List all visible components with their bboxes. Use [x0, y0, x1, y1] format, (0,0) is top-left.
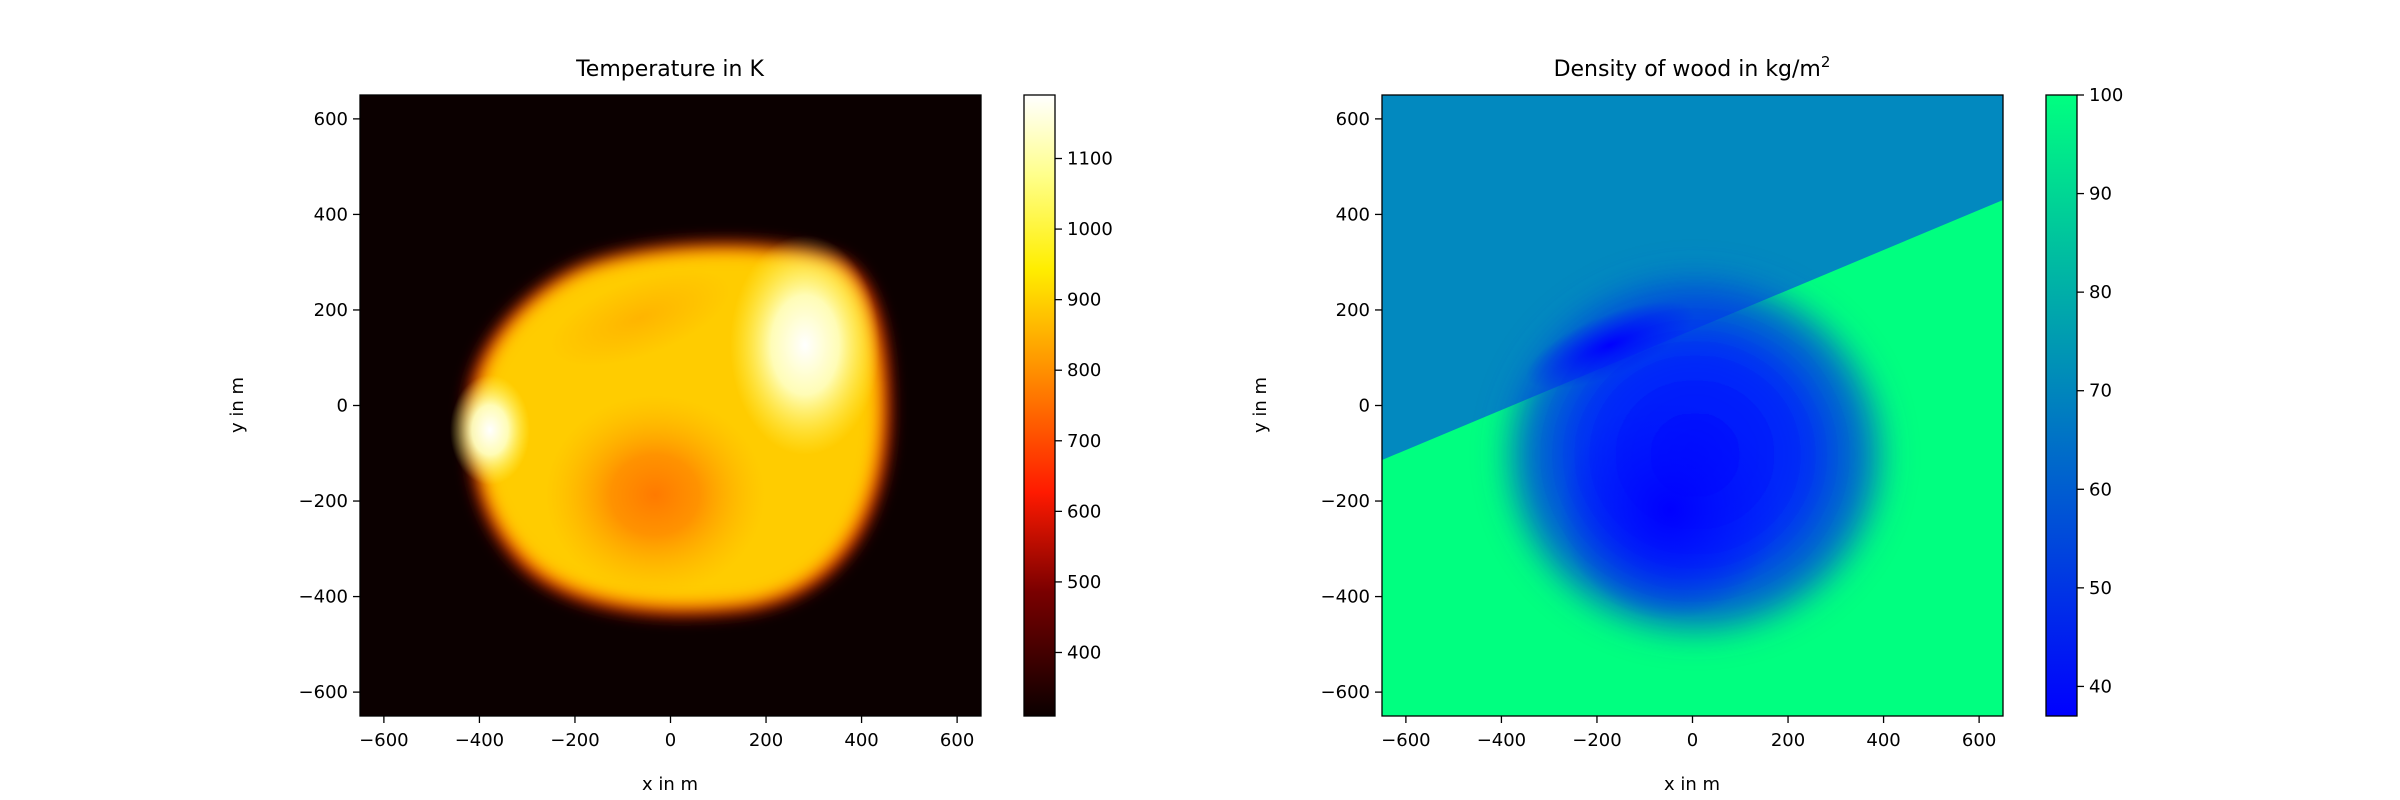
x-tick-label: −600	[1381, 730, 1430, 751]
colorbar-tick-label: 500	[1067, 572, 1101, 593]
x-tick-label: 0	[1687, 730, 1698, 751]
colorbar-tick-label: 50	[2089, 578, 2112, 599]
colorbar-tick-label: 60	[2089, 479, 2112, 500]
colorbar-tick-label: 800	[1067, 360, 1101, 381]
x-tick-label: −200	[550, 730, 599, 751]
colorbar-tick-label: 80	[2089, 282, 2112, 303]
colorbar-tick-label: 90	[2089, 184, 2112, 205]
colorbar-tick-label: 900	[1067, 290, 1101, 311]
x-tick-label: 600	[1962, 730, 1996, 751]
y-tick-label: 400	[1336, 204, 1370, 225]
temperature-colorbar	[1023, 94, 1056, 717]
temperature-y-ticks: −600 −400 −200 0 200 400 600	[299, 109, 360, 703]
density-heatmap	[1382, 95, 2003, 716]
y-tick-label: −200	[1321, 491, 1370, 512]
colorbar-tick-label: 700	[1067, 431, 1101, 452]
temperature-x-ticks: −600 −400 −200 0 200 400 600	[359, 716, 974, 751]
density-colorbar	[2045, 94, 2078, 717]
y-tick-label: 400	[314, 204, 348, 225]
x-tick-label: 400	[1866, 730, 1900, 751]
density-panel: Density of wood in kg/m2 x in m y in m −…	[1250, 53, 2123, 795]
x-tick-label: 600	[940, 730, 974, 751]
colorbar-tick-label: 40	[2089, 676, 2112, 697]
y-tick-label: −400	[299, 587, 348, 608]
y-tick-label: −200	[299, 491, 348, 512]
temperature-title: Temperature in K	[575, 57, 764, 82]
colorbar-tick-label: 600	[1067, 501, 1101, 522]
density-ylabel: y in m	[1250, 377, 1271, 433]
x-tick-label: −200	[1572, 730, 1621, 751]
x-tick-label: 200	[1771, 730, 1805, 751]
density-title: Density of wood in kg/m2	[1554, 53, 1831, 82]
density-y-ticks: −600 −400 −200 0 200 400 600	[1321, 109, 1382, 703]
x-tick-label: −400	[1477, 730, 1526, 751]
y-tick-label: 200	[1336, 300, 1370, 321]
temperature-heatmap	[360, 95, 981, 716]
temperature-colorbar-ticks: 400 500 600 700 800 900 1000 1100	[1055, 149, 1113, 663]
y-tick-label: −400	[1321, 587, 1370, 608]
y-tick-label: 0	[337, 396, 348, 417]
colorbar-tick-label: 70	[2089, 381, 2112, 402]
x-tick-label: 0	[665, 730, 676, 751]
x-tick-label: 400	[844, 730, 878, 751]
density-colorbar-ticks: 40 50 60 70 80 90 100	[2077, 85, 2123, 697]
y-tick-label: 0	[1359, 396, 1370, 417]
x-tick-label: −600	[359, 730, 408, 751]
temperature-xlabel: x in m	[642, 774, 698, 795]
colorbar-tick-label: 1100	[1067, 149, 1113, 170]
y-tick-label: 600	[314, 109, 348, 130]
colorbar-tick-label: 1000	[1067, 219, 1113, 240]
density-title-main: Density of wood in kg/m	[1554, 57, 1821, 82]
temperature-panel: Temperature in K x in m y in m −600 −400−…	[227, 57, 1113, 795]
density-xlabel: x in m	[1664, 774, 1720, 795]
temperature-ylabel: y in m	[227, 377, 248, 433]
density-title-superscript: 2	[1821, 53, 1831, 71]
density-x-ticks: −600 −400 −200 0 200 400 600	[1381, 716, 1996, 751]
y-tick-label: 200	[314, 300, 348, 321]
y-tick-label: 600	[1336, 109, 1370, 130]
y-tick-label: −600	[1321, 682, 1370, 703]
x-tick-label: −400	[455, 730, 504, 751]
colorbar-tick-label: 100	[2089, 85, 2123, 106]
y-tick-label: −600	[299, 682, 348, 703]
colorbar-tick-label: 400	[1067, 642, 1101, 663]
x-tick-label: 200	[749, 730, 783, 751]
